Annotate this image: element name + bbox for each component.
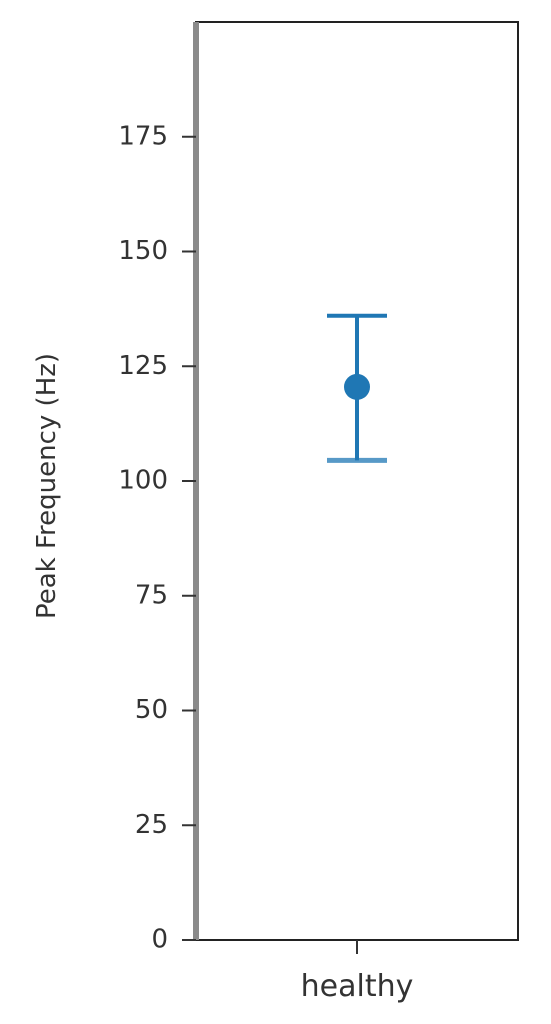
y-tick-label: 75	[135, 580, 168, 610]
x-axis: healthy	[301, 940, 414, 1004]
y-tick-label: 175	[118, 121, 168, 151]
y-tick-label: 25	[135, 810, 168, 840]
x-tick-label: healthy	[301, 969, 414, 1004]
y-tick-label: 150	[118, 236, 168, 266]
data-point	[344, 373, 370, 400]
y-tick-label: 125	[118, 351, 168, 381]
y-tick-label: 0	[151, 925, 168, 955]
y-axis: 0 25 50 75 100 125 150 175	[118, 121, 196, 955]
data-marks	[327, 313, 387, 463]
y-tick-label: 100	[118, 466, 168, 496]
plot-area	[195, 21, 519, 941]
y-axis-label: Peak Frequency (Hz)	[32, 353, 62, 619]
y-tick-label: 50	[135, 695, 168, 725]
